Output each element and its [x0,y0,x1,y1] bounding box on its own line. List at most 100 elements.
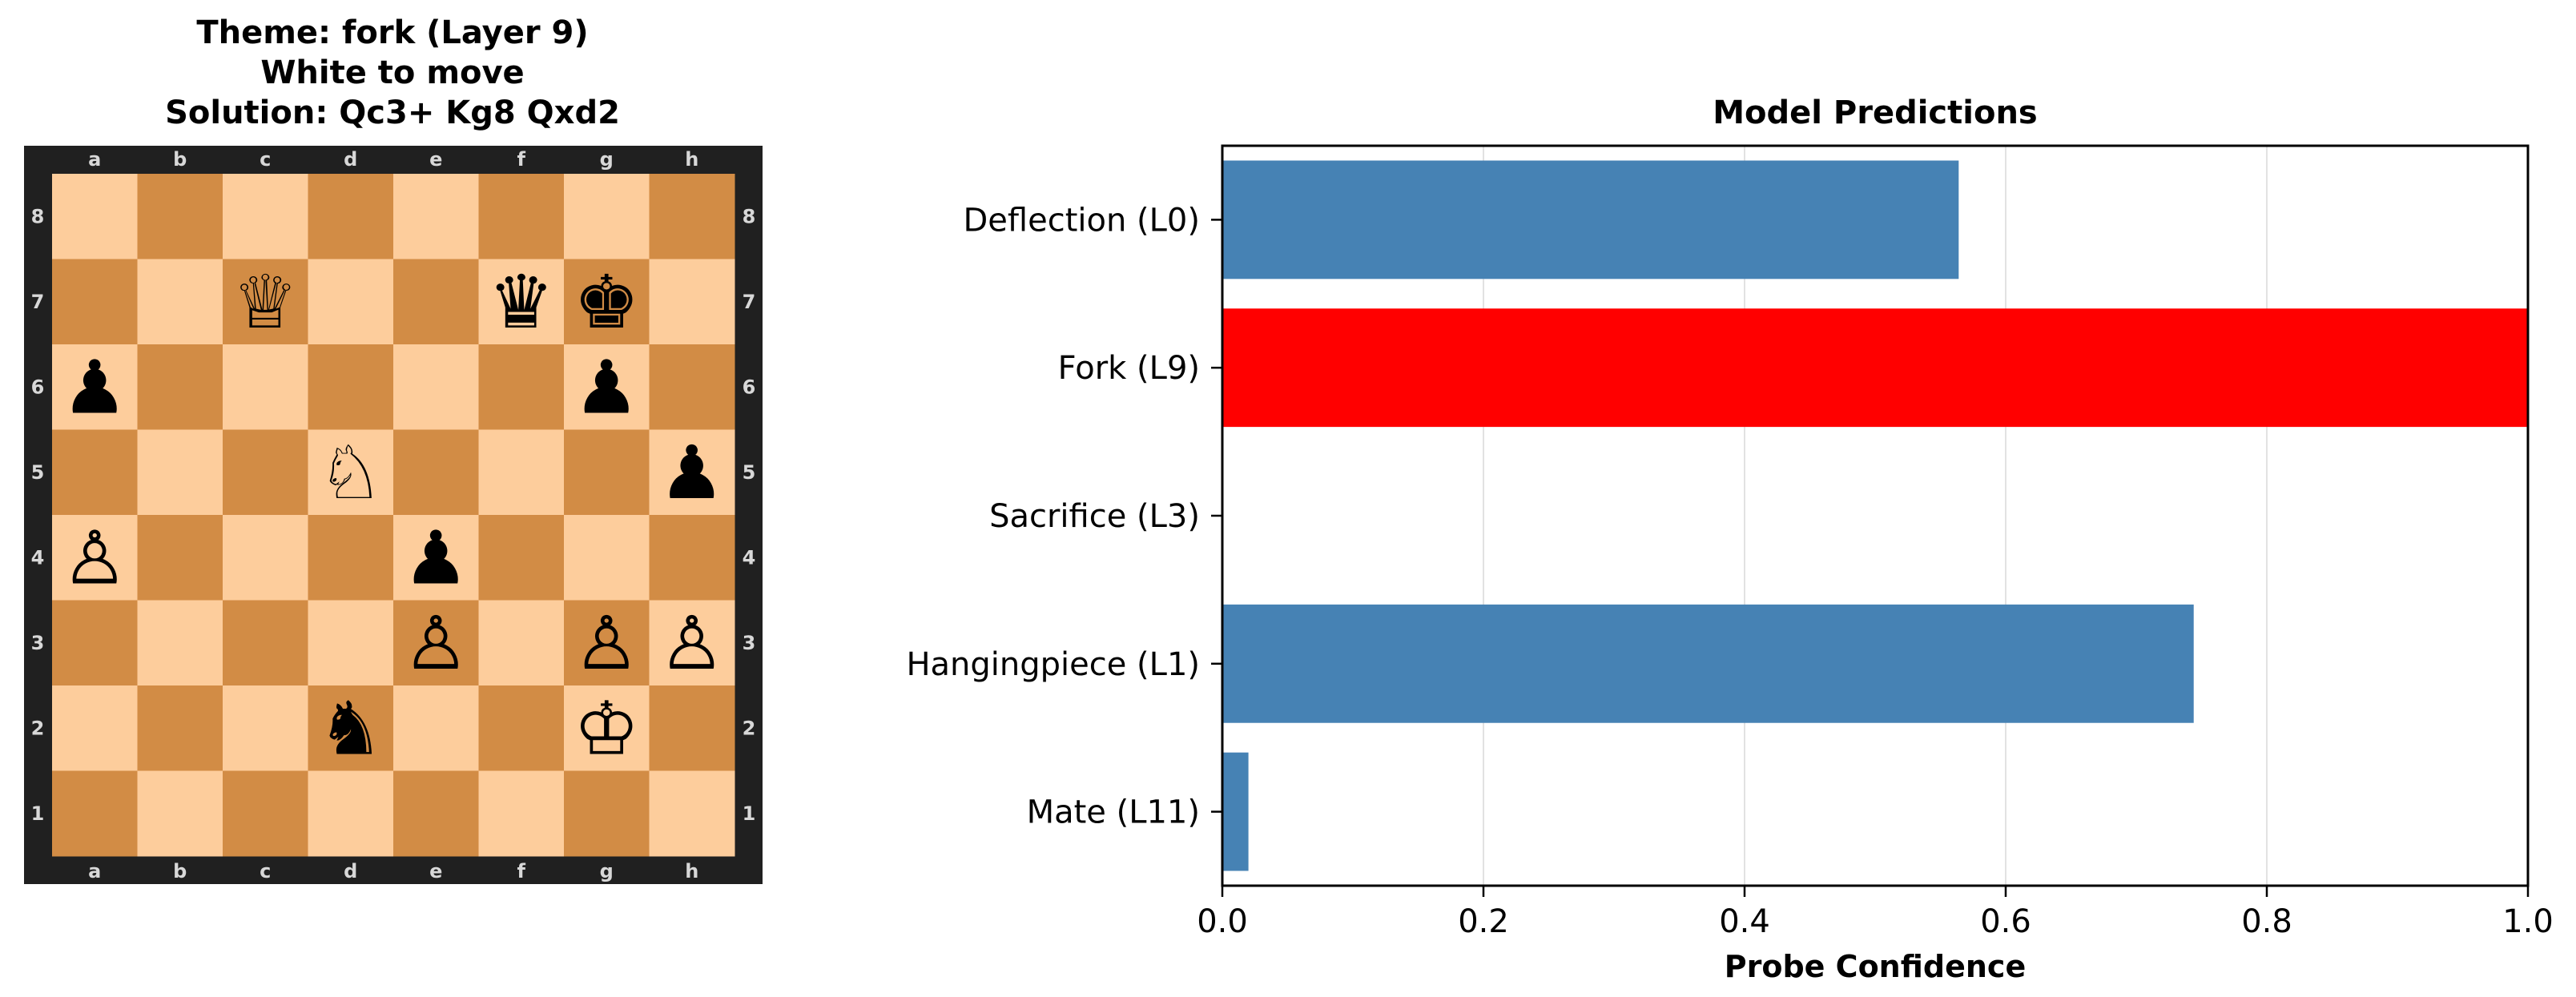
y-tick-label: Sacrifice (L3) [989,498,1200,535]
board-title: Theme: fork (Layer 9) White to move Solu… [24,13,761,133]
y-tick-label: Deflection (L0) [964,202,1201,239]
square-d5 [308,429,394,516]
file-label-bottom-a: a [88,860,101,882]
square-a5 [52,429,138,516]
square-a4 [52,515,138,601]
white-pawn-e3: ♙ [403,601,469,686]
file-label-top-b: b [173,148,187,171]
square-g6 [564,344,650,430]
square-c1 [223,770,308,857]
square-d4 [308,515,394,601]
square-d2 [308,685,394,771]
rank-label-right-4: 4 [743,546,756,569]
white-king-g2: ♔ [574,685,639,771]
square-c7 [223,259,308,345]
square-f1 [478,770,565,857]
file-label-top-a: a [88,148,101,171]
square-b2 [137,685,223,771]
square-f2 [478,685,565,771]
file-label-bottom-f: f [517,860,526,882]
white-pawn-a4: ♙ [62,515,127,601]
square-g4 [564,515,650,601]
square-c5 [223,429,308,516]
square-b5 [137,429,223,516]
square-e1 [393,770,479,857]
bar [1222,752,1249,871]
board-title-turn: White to move [260,54,525,91]
rank-label-right-8: 8 [743,205,756,227]
square-e6 [393,344,479,430]
square-e5 [393,429,479,516]
file-label-top-f: f [517,148,526,171]
square-b3 [137,600,223,686]
square-h3 [649,600,735,686]
square-f8 [478,174,565,259]
white-pawn-g3: ♙ [574,601,639,686]
square-c8 [223,174,308,259]
square-e3 [393,600,479,686]
chart-title: Model Predictions [1713,94,2038,131]
square-e4 [393,515,479,601]
square-h8 [649,174,735,259]
file-label-bottom-c: c [260,860,271,882]
y-tick-label: Mate (L11) [1027,794,1200,831]
file-label-top-c: c [260,148,271,171]
square-c4 [223,515,308,601]
white-pawn-h3: ♙ [659,601,725,686]
x-tick-label: 0.6 [1980,903,2031,940]
rank-label-left-5: 5 [31,461,45,484]
square-e8 [393,174,479,259]
bar [1222,160,1959,279]
x-tick-label: 0.0 [1197,903,1248,940]
rank-label-right-6: 6 [743,376,756,398]
square-h4 [649,515,735,601]
square-g5 [564,429,650,516]
square-a6 [52,344,138,430]
square-h6 [649,344,735,430]
square-f7 [478,259,565,345]
square-h2 [649,685,735,771]
rank-label-right-3: 3 [743,632,756,654]
x-axis-label: Probe Confidence [1725,949,2026,984]
square-c3 [223,600,308,686]
black-pawn-g6: ♟ [574,344,639,430]
board-title-solution: Solution: Qc3+ Kg8 Qxd2 [165,94,620,131]
square-c6 [223,344,308,430]
black-pawn-h5: ♟ [659,430,725,516]
rank-label-right-2: 2 [743,717,756,739]
square-a7 [52,259,138,345]
square-d3 [308,600,394,686]
x-tick-label: 0.2 [1458,903,1509,940]
square-g8 [564,174,650,259]
square-g2 [564,685,650,771]
rank-label-left-2: 2 [31,717,45,739]
square-b1 [137,770,223,857]
square-h5 [649,429,735,516]
file-label-top-d: d [344,148,357,171]
bar [1222,604,2194,723]
square-b7 [137,259,223,345]
rank-label-right-1: 1 [743,802,756,825]
square-a1 [52,770,138,857]
file-label-bottom-h: h [685,860,698,882]
square-e7 [393,259,479,345]
y-tick-label: Hangingpiece (L1) [906,646,1200,683]
square-d1 [308,770,394,857]
square-b6 [137,344,223,430]
square-a8 [52,174,138,259]
white-knight-d5: ♘ [318,430,384,516]
file-label-bottom-b: b [173,860,187,882]
board-title-theme: Theme: fork (Layer 9) [196,14,589,51]
square-f3 [478,600,565,686]
file-label-bottom-e: e [429,860,442,882]
rank-label-left-8: 8 [31,205,45,227]
y-tick-label: Fork (L9) [1058,350,1200,387]
square-g1 [564,770,650,857]
rank-label-left-4: 4 [31,546,45,569]
square-c2 [223,685,308,771]
square-f4 [478,515,565,601]
file-label-top-g: g [600,148,614,171]
black-knight-d2: ♞ [318,685,384,771]
